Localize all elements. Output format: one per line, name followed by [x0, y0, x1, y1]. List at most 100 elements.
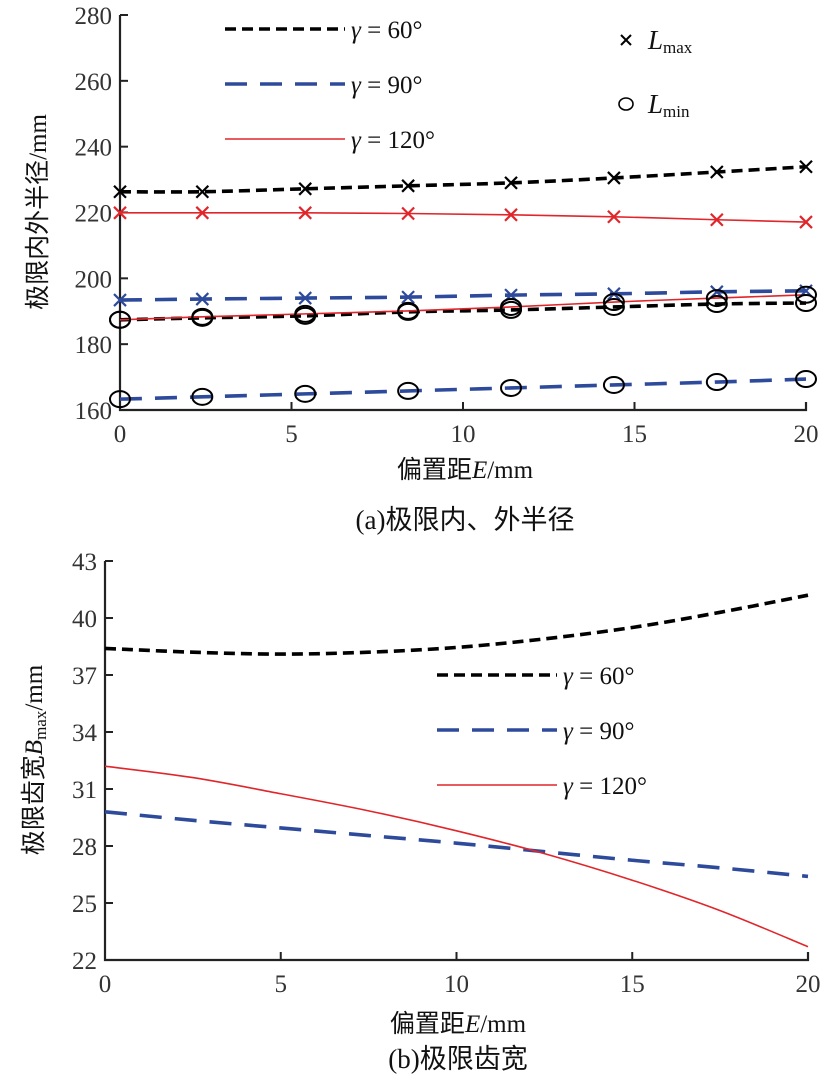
data-point-x-marker [607, 210, 621, 224]
y-axis-title-b-sub: max [31, 710, 50, 740]
data-point-x-marker [799, 215, 813, 229]
legend-label: γ = 120° [563, 773, 647, 800]
data-point-circle-marker [705, 295, 728, 314]
marker-legend-label: Lmax [647, 25, 693, 57]
data-point-circle-marker [602, 293, 625, 312]
data-point-x-marker [298, 206, 312, 220]
legend-item: γ = 60° [225, 17, 422, 44]
series-line-Lmin-gamma-60 [119, 301, 807, 322]
legend-label: γ = 120° [351, 127, 435, 154]
y-axis-ticks-b: 22 25 28 31 34 37 40 43 [72, 549, 113, 975]
x-axis-title-a-cn: 偏置距 [397, 456, 472, 484]
y-axis-title-b: 极限齿宽Bmax/mm [20, 664, 50, 855]
series-line-Lmax-gamma-120 [120, 211, 807, 223]
data-point-x-marker [113, 184, 127, 199]
series-line-Lmin-gamma-90 [119, 377, 807, 401]
y-tick-label: 180 [75, 332, 113, 359]
data-point-x-marker [401, 206, 415, 221]
data-point-circle-marker [397, 301, 420, 320]
x-marker-icon [620, 34, 632, 46]
caption-b: (b)极限齿宽 [388, 1044, 527, 1074]
y-axis-title-b-var: B [21, 740, 48, 755]
x-tick-label: 20 [796, 971, 821, 998]
data-point-circle-marker [602, 297, 625, 316]
series-line-gamma-90 [104, 810, 809, 879]
x-axis-title-a-var: E [471, 457, 487, 484]
marker-legend-label: Lmin [647, 89, 690, 121]
y-tick-label: 260 [75, 69, 113, 96]
circle-marker-icon [618, 97, 634, 111]
data-point-circle-marker [191, 307, 214, 326]
x-tick-label: 10 [444, 971, 469, 998]
x-axis-ticks-a: 0 5 10 15 20 [114, 402, 819, 448]
series-line-gamma-60 [104, 593, 809, 656]
legend-item: γ = 120° [225, 127, 435, 154]
legend-item: γ = 60° [437, 663, 634, 690]
data-point-circle-marker [294, 384, 317, 403]
data-point-circle-marker [602, 375, 625, 394]
x-axis-title-b: 偏置距E/mm [390, 1010, 527, 1038]
series-group-b [104, 593, 809, 948]
series-line-Lmin-gamma-120 [119, 293, 807, 321]
y-tick-label: 31 [72, 777, 97, 804]
y-tick-label: 34 [72, 720, 98, 747]
data-point-circle-marker [795, 285, 817, 304]
data-point-x-marker [710, 212, 724, 227]
legend-label: γ = 90° [351, 72, 422, 99]
x-axis-title-a: 偏置距E/mm [397, 456, 534, 484]
data-point-circle-marker [109, 390, 131, 409]
legend-b: γ = 60° γ = 90° γ = 120° [437, 663, 647, 800]
data-point-x-marker [607, 171, 621, 185]
legend-item: γ = 90° [225, 72, 422, 99]
data-point-x-marker [195, 292, 210, 306]
legend-a: γ = 60° γ = 90° γ = 120° [225, 17, 435, 154]
marker-legend-item: Lmin [618, 89, 690, 121]
x-tick-label: 15 [620, 971, 645, 998]
markers-group-a [109, 159, 817, 409]
legend-label: γ = 90° [563, 718, 634, 745]
data-point-circle-marker [795, 370, 817, 389]
data-point-x-marker [298, 291, 312, 305]
data-point-circle-marker [294, 304, 317, 323]
marker-legend-item: Lmax [620, 25, 693, 57]
x-tick-label: 5 [285, 421, 298, 448]
y-tick-label: 220 [75, 201, 113, 228]
series-group-a [119, 164, 807, 401]
x-tick-label: 5 [275, 971, 288, 998]
data-point-x-marker [195, 206, 210, 220]
y-tick-label: 28 [72, 834, 97, 861]
x-axis-title-b-var: E [464, 1011, 480, 1038]
legend-label: γ = 60° [351, 17, 422, 44]
data-point-circle-marker [397, 381, 420, 400]
data-point-x-marker [113, 206, 127, 220]
series-line-Lmax-gamma-90 [119, 289, 807, 302]
legend-item: γ = 90° [437, 718, 634, 745]
data-point-circle-marker [500, 297, 523, 316]
y-tick-label: 22 [72, 948, 97, 975]
x-axis-title-b-unit: /mm [480, 1011, 526, 1038]
caption-a: (a)极限内、外半径 [356, 505, 575, 535]
data-point-x-marker [504, 176, 518, 190]
data-point-circle-marker [191, 387, 214, 406]
data-point-circle-marker [795, 294, 817, 313]
data-point-x-marker [401, 179, 415, 193]
x-axis-title-a-unit: /mm [487, 457, 533, 484]
y-tick-label: 40 [72, 606, 97, 633]
y-tick-label: 37 [72, 663, 97, 690]
y-axis-title-b-cn: 极限齿宽 [20, 755, 48, 855]
y-tick-label: 280 [75, 3, 113, 30]
x-tick-label: 0 [114, 421, 127, 448]
data-point-x-marker [401, 290, 415, 304]
y-tick-label: 240 [75, 135, 113, 162]
legend-item: γ = 120° [437, 773, 647, 800]
x-axis-title-b-cn: 偏置距 [390, 1010, 465, 1038]
data-point-circle-marker [500, 378, 523, 397]
x-tick-label: 15 [622, 421, 647, 448]
series-line-gamma-120 [104, 765, 809, 948]
data-point-x-marker [799, 159, 813, 174]
legend-label: γ = 60° [563, 663, 634, 690]
x-tick-label: 0 [99, 971, 112, 998]
data-point-x-marker [113, 293, 127, 307]
x-tick-label: 10 [451, 421, 476, 448]
